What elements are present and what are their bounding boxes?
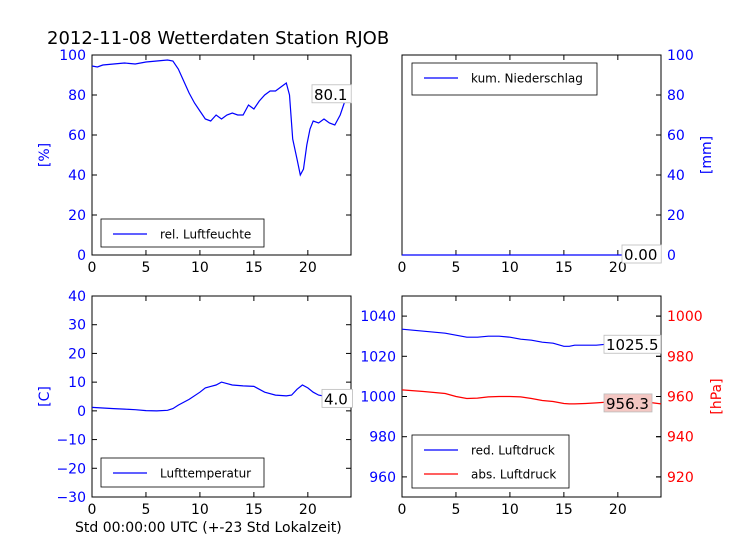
precipitation-y-tick-label: 20 bbox=[667, 208, 685, 224]
precipitation-last-value-label: 0.00 bbox=[624, 246, 657, 264]
pressure-last-value-box bbox=[603, 334, 662, 354]
temperature-x-tick-label: 15 bbox=[245, 502, 263, 518]
humidity-y-tick-label: 40 bbox=[68, 168, 86, 184]
pressure-last-value-box bbox=[603, 393, 653, 413]
pressure-x-tick-label: 10 bbox=[501, 502, 519, 518]
precipitation-y-tick-label: 40 bbox=[667, 168, 685, 184]
pressure-y2-tick-label: 940 bbox=[667, 430, 694, 446]
pressure-last-value-label: 956.3 bbox=[606, 395, 649, 413]
humidity-y-axis-label: [%] bbox=[37, 143, 53, 167]
humidity-y-tick-label: 100 bbox=[59, 48, 86, 64]
pressure-legend-label: red. Luftdruck bbox=[471, 444, 555, 458]
humidity-legend-label: rel. Luftfeuchte bbox=[160, 228, 251, 242]
pressure-y-tick-label: 1020 bbox=[360, 349, 396, 365]
temperature-x-tick-label: 20 bbox=[299, 502, 317, 518]
humidity-x-tick-label: 20 bbox=[299, 260, 317, 276]
precipitation-x-tick-label: 0 bbox=[398, 260, 407, 276]
pressure-legend-label: abs. Luftdruck bbox=[471, 468, 556, 482]
pressure-y2-tick-label: 980 bbox=[667, 349, 694, 365]
humidity-y-tick-label: 80 bbox=[68, 88, 86, 104]
precipitation-y-tick-label: 60 bbox=[667, 128, 685, 144]
pressure-last-value-label: 1025.5 bbox=[606, 336, 659, 354]
precipitation-y-tick-label: 80 bbox=[667, 88, 685, 104]
temperature-y-tick-label: 10 bbox=[68, 375, 86, 391]
pressure-panel: 0 5 10 15 20 960 980 1000 1020 1040 920 940 960 980 10… bbox=[360, 295, 725, 518]
precipitation-y-axis-label: [mm] bbox=[699, 136, 715, 174]
temperature-y-tick-label: 40 bbox=[68, 289, 86, 305]
temperature-last-value-label: 4.0 bbox=[324, 390, 348, 408]
x-axis-label: Std 00:00:00 UTC (+-23 Std Lokalzeit) bbox=[75, 520, 342, 536]
temperature-y-tick-label: −10 bbox=[56, 433, 86, 449]
humidity-last-value-label: 80.1 bbox=[314, 86, 347, 104]
pressure-x-tick-label: 20 bbox=[609, 502, 627, 518]
pressure-y-tick-label: 980 bbox=[369, 430, 396, 446]
figure-title: 2012-11-08 Wetterdaten Station RJOB bbox=[47, 28, 389, 49]
temperature-panel: 0 5 10 15 20 −30 −20 −10 0 10 20 30 40 [C] 4.0 Lufttemp… bbox=[37, 289, 353, 518]
temperature-x-tick-label: 5 bbox=[141, 502, 150, 518]
humidity-y-tick-label: 0 bbox=[77, 248, 86, 264]
temperature-x-tick-label: 0 bbox=[88, 502, 97, 518]
temperature-y-tick-label: −30 bbox=[56, 490, 86, 506]
precipitation-legend-box bbox=[411, 62, 598, 96]
humidity-x-tick-label: 5 bbox=[141, 260, 150, 276]
precipitation-legend-label: kum. Niederschlag bbox=[471, 72, 583, 86]
humidity-y-tick-label: 60 bbox=[68, 128, 86, 144]
temperature-y-axis-label: [C] bbox=[37, 386, 53, 407]
humidity-panel: 0 5 10 15 20 0 20 40 60 80 100 [%] 80.1 rel. Luftfeuc… bbox=[37, 48, 352, 276]
temperature-y-tick-label: −20 bbox=[56, 461, 86, 477]
pressure-y2-tick-label: 960 bbox=[667, 390, 694, 406]
humidity-legend-box bbox=[100, 218, 265, 248]
pressure-x-tick-label: 0 bbox=[398, 502, 407, 518]
pressure-y-tick-label: 960 bbox=[369, 470, 396, 486]
pressure-x-tick-label: 15 bbox=[555, 502, 573, 518]
precipitation-panel: 0 5 10 15 20 0 20 40 60 80 100 [mm] 0.00 kum. Nieders… bbox=[398, 48, 715, 276]
humidity-x-tick-label: 15 bbox=[245, 260, 263, 276]
humidity-series-line bbox=[91, 59, 352, 177]
pressure-y-tick-label: 1040 bbox=[360, 309, 396, 325]
precipitation-x-tick-label: 15 bbox=[555, 260, 573, 276]
precipitation-x-tick-label: 20 bbox=[609, 260, 627, 276]
temperature-y-tick-label: 0 bbox=[77, 404, 86, 420]
pressure-y2-tick-label: 1000 bbox=[667, 309, 703, 325]
temperature-x-tick-label: 10 bbox=[191, 502, 209, 518]
pressure-x-tick-label: 5 bbox=[451, 502, 460, 518]
temperature-last-value-box bbox=[321, 388, 353, 408]
pressure-legend-box bbox=[411, 434, 570, 489]
humidity-axes-frame bbox=[91, 54, 352, 256]
humidity-x-tick-label: 0 bbox=[88, 260, 97, 276]
humidity-y-tick-label: 20 bbox=[68, 208, 86, 224]
humidity-x-tick-label: 10 bbox=[191, 260, 209, 276]
humidity-last-value-box bbox=[311, 84, 352, 104]
precipitation-y-tick-label: 0 bbox=[667, 248, 676, 264]
precipitation-last-value-box bbox=[621, 244, 662, 264]
pressure-y-tick-label: 1000 bbox=[360, 390, 396, 406]
temperature-y-tick-label: 30 bbox=[68, 318, 86, 334]
precipitation-x-tick-label: 10 bbox=[501, 260, 519, 276]
precipitation-x-tick-label: 5 bbox=[451, 260, 460, 276]
pressure-y2-tick-label: 920 bbox=[667, 470, 694, 486]
temperature-series-line bbox=[91, 381, 352, 412]
precipitation-y-tick-label: 100 bbox=[667, 48, 694, 64]
pressure-y-axis-label: [hPa] bbox=[709, 378, 725, 414]
temperature-y-tick-label: 20 bbox=[68, 346, 86, 362]
temperature-legend-label: Lufttemperatur bbox=[160, 467, 251, 481]
